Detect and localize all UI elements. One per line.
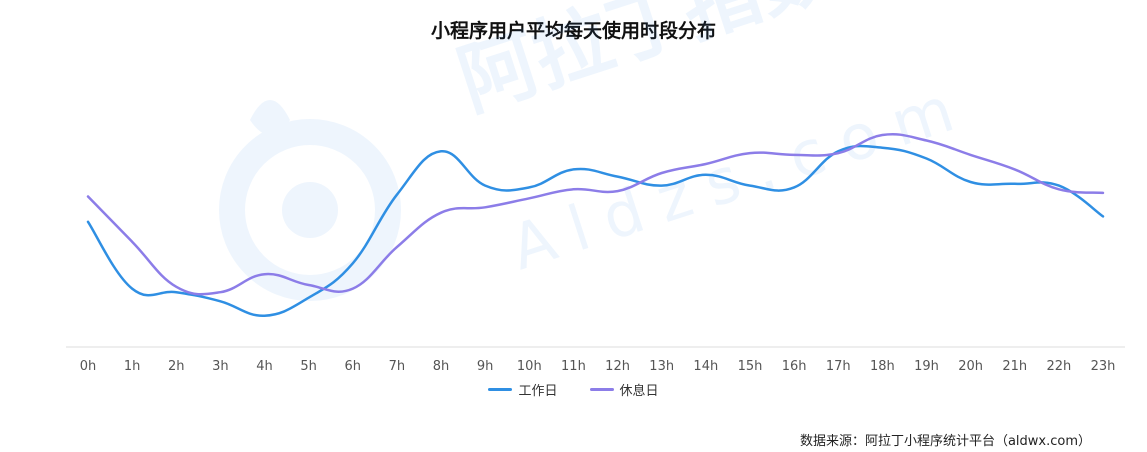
x-tick-label: 11h — [561, 359, 586, 374]
x-tick-label: 18h — [870, 359, 895, 374]
legend-item-1[interactable]: 休息日 — [589, 380, 659, 399]
x-tick-label: 3h — [212, 359, 229, 374]
x-tick-labels: 0h 1h 2h 3h 4h 5h 6h 7h 8h 9h 10h 11h 12h 13h 14h 15h 16… — [80, 359, 1116, 374]
legend: 工作日 休息日 — [0, 380, 1147, 399]
legend-item-0[interactable]: 工作日 — [488, 380, 558, 399]
x-tick-label: 17h — [826, 359, 851, 374]
series-line-0 — [86, 144, 1105, 317]
x-tick-label: 2h — [168, 359, 185, 374]
x-tick-label: 21h — [1002, 359, 1027, 374]
legend-label: 休息日 — [619, 384, 659, 399]
svg-text:阿拉丁指数: 阿拉丁指数 — [448, 0, 847, 128]
legend-swatch — [488, 388, 513, 391]
series-lines — [86, 132, 1105, 317]
x-tick-label: 20h — [958, 359, 983, 374]
x-tick-label: 5h — [300, 359, 317, 374]
x-tick-label: 15h — [738, 359, 763, 374]
x-tick-label: 10h — [517, 359, 542, 374]
legend-swatch — [589, 388, 614, 391]
x-tick-label: 19h — [914, 359, 939, 374]
svg-text:Aldzs.com: Aldzs.com — [502, 67, 979, 284]
x-tick-label: 13h — [649, 359, 674, 374]
x-tick-label: 1h — [124, 359, 141, 374]
x-tick-label: 16h — [782, 359, 807, 374]
x-tick-label: 8h — [433, 359, 450, 374]
x-tick-label: 23h — [1091, 359, 1116, 374]
x-tick-label: 22h — [1046, 359, 1071, 374]
x-tick-label: 12h — [605, 359, 630, 374]
x-tick-label: 14h — [693, 359, 718, 374]
x-tick-label: 6h — [345, 359, 362, 374]
x-tick-label: 7h — [389, 359, 406, 374]
x-tick-label: 9h — [477, 359, 494, 374]
legend-label: 工作日 — [518, 384, 558, 399]
aldzs-watermark: 阿拉丁指数 Aldzs.com — [219, 0, 979, 301]
series-line-1 — [86, 132, 1105, 296]
x-tick-label: 0h — [80, 359, 97, 374]
x-tick-label: 4h — [256, 359, 273, 374]
data-source-note: 数据来源：阿拉丁小程序统计平台（aldwx.com） — [799, 434, 1091, 449]
chart-title: 小程序用户平均每天使用时段分布 — [430, 20, 716, 42]
